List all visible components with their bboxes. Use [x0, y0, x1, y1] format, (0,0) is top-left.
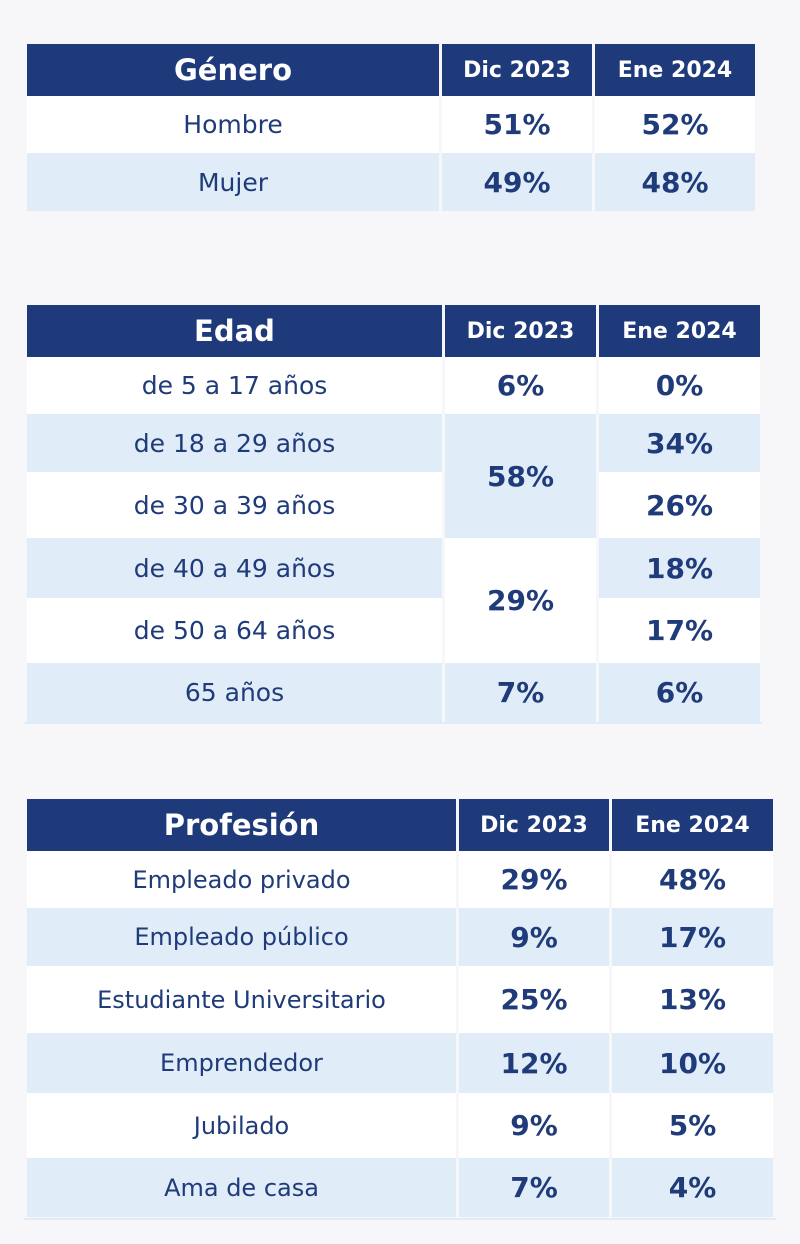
genero-ene-value: 52% — [595, 96, 755, 153]
genero-dic-value: 51% — [442, 96, 592, 153]
table-row: Estudiante Universitario 25% 13% — [27, 966, 773, 1033]
table-row: Mujer 49% 48% — [27, 153, 755, 211]
profesion-ene-value: 13% — [612, 966, 773, 1033]
edad-ene-value: 17% — [599, 598, 760, 663]
table-row: Hombre 51% 52% — [27, 96, 755, 153]
edad-col-ene-2024: Ene 2024 — [599, 305, 760, 357]
edad-label: de 30 a 39 años — [27, 472, 442, 538]
profesion-dic-value: 9% — [459, 1093, 609, 1158]
genero-ene-value: 48% — [595, 153, 755, 211]
edad-header-row: Edad Dic 2023 Ene 2024 — [27, 305, 760, 357]
genero-header-row: Género Dic 2023 Ene 2024 — [27, 44, 755, 96]
edad-ene-value: 26% — [599, 472, 760, 538]
profesion-ene-value: 48% — [612, 851, 773, 908]
genero-label: Mujer — [27, 153, 439, 211]
profesion-col-dic-2023: Dic 2023 — [459, 799, 609, 851]
table-row: de 5 a 17 años 6% 0% — [27, 357, 760, 414]
genero-dic-value: 49% — [442, 153, 592, 211]
edad-label: de 18 a 29 años — [27, 414, 442, 472]
genero-col-ene-2024: Ene 2024 — [595, 44, 755, 96]
profesion-ene-value: 10% — [612, 1033, 773, 1093]
profesion-dic-value: 12% — [459, 1033, 609, 1093]
profesion-dic-value: 25% — [459, 966, 609, 1033]
profesion-dic-value: 29% — [459, 851, 609, 908]
edad-header: Edad — [27, 305, 442, 357]
profesion-bottom-rule — [24, 1218, 776, 1220]
genero-col-dic-2023: Dic 2023 — [442, 44, 592, 96]
edad-label: de 50 a 64 años — [27, 598, 442, 663]
profesion-label: Jubilado — [27, 1093, 456, 1158]
profesion-label: Empleado público — [27, 908, 456, 966]
edad-dic-value: 29% — [445, 538, 596, 663]
edad-label: 65 años — [27, 663, 442, 722]
edad-ene-value: 34% — [599, 414, 760, 472]
profesion-label: Ama de casa — [27, 1158, 456, 1217]
genero-label: Hombre — [27, 96, 439, 153]
edad-col-dic-2023: Dic 2023 — [445, 305, 596, 357]
table-row: de 50 a 64 años 17% — [27, 598, 760, 663]
profesion-ene-value: 4% — [612, 1158, 773, 1217]
edad-dic-value: 58% — [445, 414, 596, 538]
edad-dic-value: 6% — [445, 357, 596, 414]
profesion-dic-value: 9% — [459, 908, 609, 966]
profesion-col-ene-2024: Ene 2024 — [612, 799, 773, 851]
table-row: Empleado privado 29% 48% — [27, 851, 773, 908]
table-row: de 30 a 39 años 26% — [27, 472, 760, 538]
genero-header: Género — [27, 44, 439, 96]
profesion-header: Profesión — [27, 799, 456, 851]
profesion-table: Profesión Dic 2023 Ene 2024 Empleado pri… — [24, 799, 776, 1217]
table-row: de 18 a 29 años 58% 34% — [27, 414, 760, 538]
table-row: de 40 a 49 años 29% 18% — [27, 538, 760, 663]
edad-ene-value: 0% — [599, 357, 760, 414]
table-row: Empleado público 9% 17% — [27, 908, 773, 966]
profesion-ene-value: 17% — [612, 908, 773, 966]
edad-bottom-rule — [24, 722, 762, 724]
table-row: Emprendedor 12% 10% — [27, 1033, 773, 1093]
profesion-label: Emprendedor — [27, 1033, 456, 1093]
edad-table: Edad Dic 2023 Ene 2024 de 5 a 17 años 6%… — [24, 305, 763, 722]
table-row: 65 años 7% 6% — [27, 663, 760, 722]
profesion-label: Empleado privado — [27, 851, 456, 908]
genero-table: Género Dic 2023 Ene 2024 Hombre 51% 52% … — [24, 44, 758, 211]
edad-label: de 5 a 17 años — [27, 357, 442, 414]
edad-ene-value: 18% — [599, 538, 760, 598]
table-row: Jubilado 9% 5% — [27, 1093, 773, 1158]
edad-dic-value: 7% — [445, 663, 596, 722]
profesion-ene-value: 5% — [612, 1093, 773, 1158]
edad-ene-value: 6% — [599, 663, 760, 722]
profesion-dic-value: 7% — [459, 1158, 609, 1217]
profesion-label: Estudiante Universitario — [27, 966, 456, 1033]
table-row: Ama de casa 7% 4% — [27, 1158, 773, 1217]
profesion-header-row: Profesión Dic 2023 Ene 2024 — [27, 799, 773, 851]
edad-label: de 40 a 49 años — [27, 538, 442, 598]
